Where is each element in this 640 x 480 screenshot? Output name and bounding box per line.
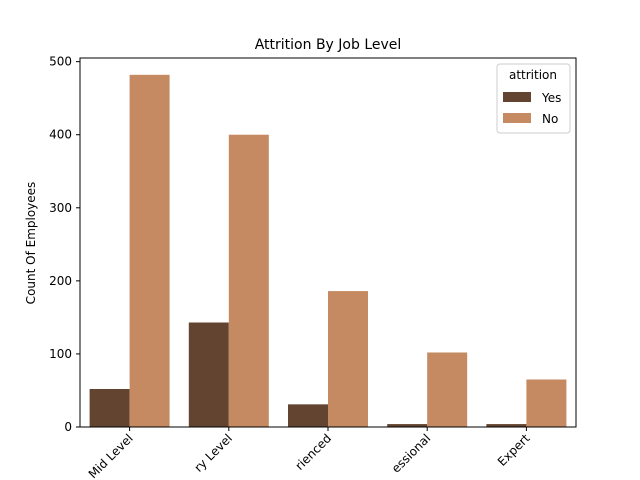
- x-tick-label-experienced: rienced: [293, 431, 335, 473]
- y-tick-label: 200: [49, 274, 72, 288]
- bar-no-professional: [427, 352, 468, 427]
- legend-swatch-no: [503, 113, 531, 123]
- bars-group: [89, 74, 567, 427]
- y-tick-label: 300: [49, 201, 72, 215]
- bar-no-experienced: [328, 291, 368, 427]
- y-tick-label: 500: [49, 55, 72, 69]
- bar-yes-entry-level: [188, 322, 229, 427]
- x-tick-label-expert: Expert: [495, 431, 533, 469]
- chart-title: Attrition By Job Level: [255, 37, 402, 53]
- bar-no-entry-level: [228, 134, 269, 427]
- x-tick-label-mid-level: Mid Level: [86, 431, 136, 480]
- legend: attrition Yes No: [496, 63, 571, 134]
- bar-yes-mid-level: [89, 389, 130, 427]
- bar-no-mid-level: [129, 74, 170, 427]
- legend-title: attrition: [509, 68, 557, 82]
- legend-label-yes: Yes: [541, 91, 561, 105]
- y-tick-label: 100: [49, 347, 72, 361]
- x-axis-ticks: Mid Level ry Level rienced essional Expert: [86, 427, 533, 480]
- x-tick-label-professional: essional: [389, 431, 433, 475]
- plot-frame: [79, 57, 577, 428]
- legend-label-no: No: [542, 112, 558, 126]
- axes-spines: [79, 57, 577, 428]
- y-axis-label: Count Of Employees: [24, 182, 38, 305]
- bar-no-expert: [526, 379, 567, 427]
- y-axis-ticks: 0 100 200 300 400 500: [49, 55, 80, 434]
- bar-yes-professional: [387, 424, 428, 427]
- bar-yes-expert: [486, 424, 527, 427]
- legend-swatch-yes: [503, 92, 531, 102]
- x-tick-label-entry-level: ry Level: [191, 431, 235, 475]
- y-tick-label: 400: [49, 128, 72, 142]
- y-tick-label: 0: [64, 420, 72, 434]
- bar-yes-experienced: [288, 404, 328, 427]
